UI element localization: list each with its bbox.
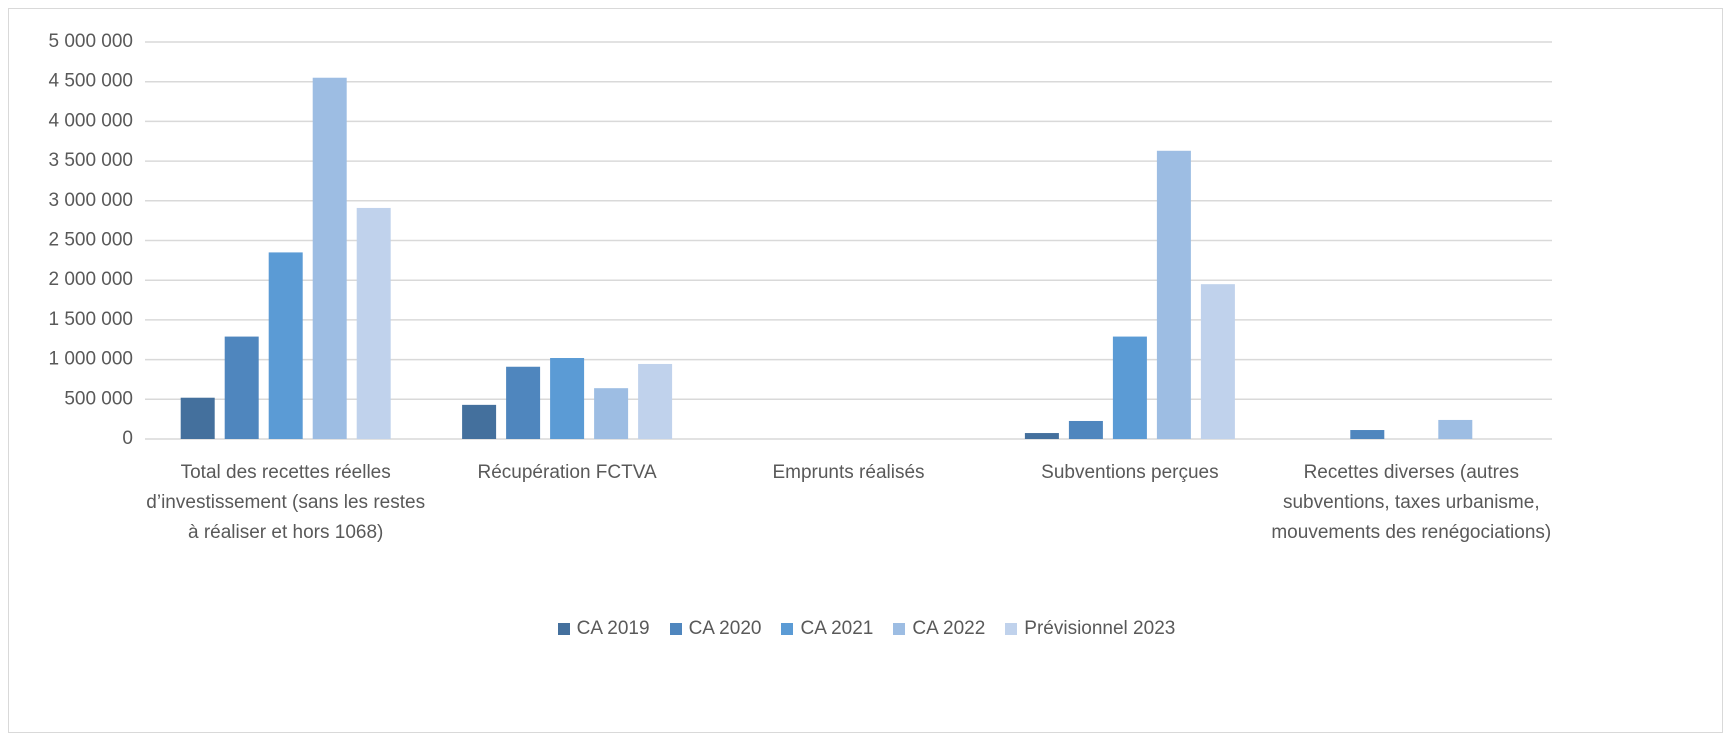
bar xyxy=(1024,433,1059,439)
bar xyxy=(506,366,541,439)
bar xyxy=(224,336,259,439)
legend-item: CA 2020 xyxy=(669,618,762,640)
bar xyxy=(268,252,303,439)
bar xyxy=(462,404,497,439)
legend-label: CA 2020 xyxy=(688,618,762,639)
legend-item: CA 2022 xyxy=(893,618,985,640)
y-tick-label: 0 xyxy=(122,428,133,449)
x-tick-label: Total des recettes réelles d’investissem… xyxy=(146,462,426,543)
legend-item: CA 2019 xyxy=(557,618,650,640)
x-tick-label: Récupération FCTVA xyxy=(477,462,657,483)
bar xyxy=(1156,150,1191,439)
y-tick-label: 3 000 000 xyxy=(48,190,133,211)
legend-swatch xyxy=(557,623,570,635)
legend-swatch xyxy=(1005,623,1018,635)
legend-swatch xyxy=(669,623,682,635)
bar xyxy=(356,207,391,439)
legend-item: CA 2021 xyxy=(781,618,873,640)
bar xyxy=(1200,284,1235,439)
bar xyxy=(1112,336,1147,439)
legend-label: CA 2022 xyxy=(912,618,986,639)
bar xyxy=(1350,430,1385,439)
legend-label: CA 2021 xyxy=(800,618,874,639)
x-tick-label: Subventions perçues xyxy=(1041,462,1219,483)
chart-frame xyxy=(8,8,1723,733)
bar xyxy=(638,363,673,439)
legend-swatch xyxy=(893,623,906,635)
bar xyxy=(1068,420,1103,439)
y-tick-label: 1 000 000 xyxy=(48,349,133,370)
y-tick-label: 1 500 000 xyxy=(48,309,133,330)
y-tick-label: 2 500 000 xyxy=(48,230,133,251)
legend-item: Prévisionnel 2023 xyxy=(1005,618,1175,640)
bar xyxy=(1438,419,1473,439)
bar xyxy=(550,358,585,439)
legend-label: Prévisionnel 2023 xyxy=(1024,618,1176,639)
x-tick-label: Recettes diverses (autres subventions, t… xyxy=(1271,462,1552,543)
legend-swatch xyxy=(781,623,794,635)
bar xyxy=(312,77,347,439)
x-tick-label: Emprunts réalisés xyxy=(772,462,925,483)
y-tick-label: 3 500 000 xyxy=(48,150,133,171)
y-tick-label: 500 000 xyxy=(64,388,133,409)
y-tick-label: 4 000 000 xyxy=(48,110,133,131)
y-tick-label: 5 000 000 xyxy=(48,31,133,52)
y-tick-label: 4 500 000 xyxy=(48,71,133,92)
legend: CA 2019 CA 2020 CA 2021 CA 2022 Prévisionnel… xyxy=(0,618,1733,640)
y-tick-label: 2 000 000 xyxy=(48,269,133,290)
legend-label: CA 2019 xyxy=(576,618,650,639)
bar xyxy=(180,397,215,439)
bar xyxy=(594,388,629,439)
